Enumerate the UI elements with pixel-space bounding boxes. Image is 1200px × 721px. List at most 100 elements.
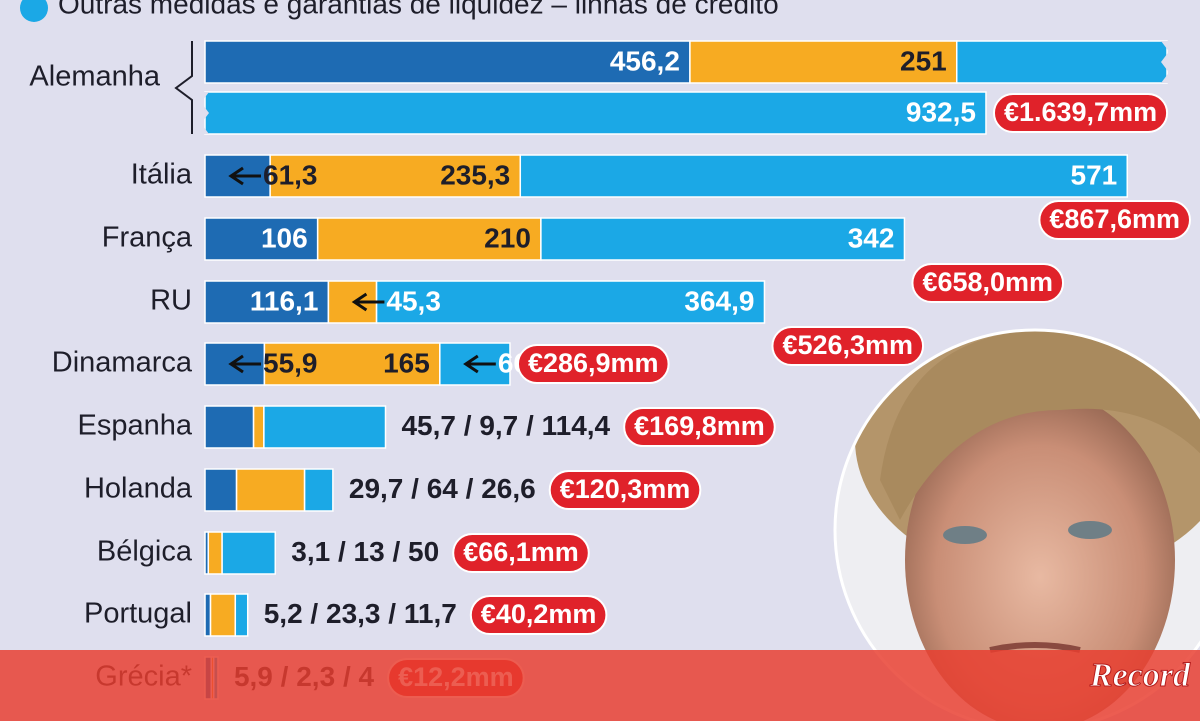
value-label: 251 xyxy=(900,45,947,76)
bar-segment xyxy=(204,405,255,449)
value-label: 45,7 xyxy=(401,410,456,441)
brand-logo: Record xyxy=(1089,657,1191,694)
bar-segment xyxy=(204,217,319,261)
total-pill xyxy=(516,344,670,384)
bar-segment xyxy=(221,531,277,575)
category-label: Dinamarca xyxy=(52,347,193,379)
value-label: 165 xyxy=(383,347,430,378)
value-label: 106 xyxy=(261,222,308,253)
label-separator: / xyxy=(303,598,326,629)
value-label: 571 xyxy=(1071,159,1118,190)
label-separator: / xyxy=(456,410,479,441)
bar-segment xyxy=(375,280,766,324)
plot: Alemanha 456,2 251 932,5 €1.639,7mm Itália 61,… xyxy=(29,40,1191,700)
value-labels: 29,7 / 64 / 26,6 xyxy=(349,473,536,504)
category-label: Portugal xyxy=(84,598,192,630)
legend-label: Outras medidas e garantias de liquidez –… xyxy=(58,0,779,19)
label-separator: / xyxy=(403,473,426,504)
label-separator: / xyxy=(518,410,541,441)
value-label: 210 xyxy=(484,222,531,253)
bar-segment xyxy=(263,342,441,386)
total-label: €120,3mm xyxy=(560,474,691,504)
category-brace xyxy=(174,41,193,134)
total-label: €40,2mm xyxy=(481,599,597,629)
value-label: 45,3 xyxy=(386,285,441,316)
value-label: 61,3 xyxy=(263,159,318,190)
category-label: Holanda xyxy=(84,473,193,505)
bar-segment xyxy=(207,531,223,575)
value-label: 235,3 xyxy=(440,159,510,190)
bar-segment xyxy=(303,468,334,512)
value-label: 456,2 xyxy=(610,45,680,76)
category-label: RU xyxy=(150,285,192,317)
value-labels: 45,7 / 9,7 / 114,4 xyxy=(401,410,610,441)
value-labels: 5,2 / 23,3 / 11,7 xyxy=(264,598,457,629)
total-label: €66,1mm xyxy=(463,537,579,567)
value-label: 23,3 xyxy=(326,598,381,629)
bar-segment xyxy=(209,593,237,637)
photo-frame xyxy=(833,328,1200,721)
pointer-arrow xyxy=(463,354,496,374)
value-label: 50 xyxy=(408,536,439,567)
total-pill xyxy=(1038,200,1191,240)
total-label: €658,0mm xyxy=(922,267,1053,297)
bar-segment xyxy=(252,405,265,449)
total-pill xyxy=(771,326,925,366)
total-pill xyxy=(452,533,590,573)
bar-segment xyxy=(204,593,212,637)
bar-segment xyxy=(519,154,1128,198)
total-label: €169,8mm xyxy=(634,411,765,441)
pointer-arrow xyxy=(228,354,261,374)
bar-segment xyxy=(540,217,906,261)
bar-segment xyxy=(234,593,249,637)
value-label: 342 xyxy=(848,222,895,253)
total-label: €1.639,7mm xyxy=(1004,97,1157,127)
total-pill xyxy=(623,407,776,447)
bar-segment xyxy=(689,40,958,84)
bar-segment xyxy=(263,405,387,449)
label-separator: / xyxy=(458,473,481,504)
total-pill xyxy=(548,470,702,510)
bar-segment xyxy=(204,91,987,135)
value-label: 116,1 xyxy=(250,285,319,316)
label-separator: / xyxy=(381,598,404,629)
bar-segment xyxy=(235,468,306,512)
value-label: 114,4 xyxy=(542,410,611,441)
value-label: 13 xyxy=(354,536,385,567)
total-label: €867,6mm xyxy=(1049,204,1180,234)
category-label: França xyxy=(102,222,193,254)
value-label: 9,7 xyxy=(479,410,518,441)
bar-segment xyxy=(204,40,691,84)
value-labels: 3,1 / 13 / 50 xyxy=(291,536,439,567)
total-label: €526,3mm xyxy=(782,330,913,360)
total-pill xyxy=(469,595,608,635)
value-label: 364,9 xyxy=(684,285,754,316)
pointer-arrow xyxy=(228,166,261,186)
value-label: 11,7 xyxy=(404,598,457,629)
value-label: 932,5 xyxy=(906,96,976,127)
category-label: Itália xyxy=(131,159,193,191)
bar-segment xyxy=(316,217,542,261)
category-label: Alemanha xyxy=(29,61,160,93)
value-label: 55,9 xyxy=(263,347,318,378)
value-label: 5,2 xyxy=(264,598,303,629)
value-label: 64 xyxy=(427,473,459,504)
total-label: €286,9mm xyxy=(528,348,659,378)
bar-segment xyxy=(955,40,1168,84)
pointer-arrow xyxy=(351,292,385,312)
footer-band xyxy=(0,650,1200,721)
total-pill xyxy=(992,93,1169,133)
value-label: 29,7 xyxy=(349,473,404,504)
total-pill xyxy=(911,263,1065,303)
category-label: Espanha xyxy=(78,410,193,442)
value-label: 26,6 xyxy=(481,473,536,504)
legend-swatch xyxy=(20,0,48,22)
value-label: 3,1 xyxy=(291,536,330,567)
label-separator: / xyxy=(330,536,353,567)
axis-break xyxy=(201,92,209,134)
category-label: Bélgica xyxy=(97,536,193,568)
label-separator: / xyxy=(385,536,408,567)
axis-break xyxy=(1161,41,1171,83)
